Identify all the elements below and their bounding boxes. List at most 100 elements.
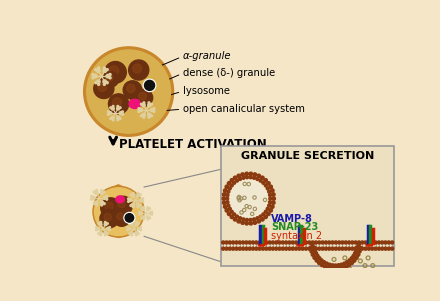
Circle shape — [127, 227, 128, 228]
Circle shape — [350, 261, 353, 265]
Circle shape — [238, 241, 241, 244]
Circle shape — [138, 110, 140, 112]
Circle shape — [311, 253, 315, 256]
Circle shape — [131, 222, 132, 223]
Circle shape — [340, 263, 343, 266]
Circle shape — [288, 247, 291, 250]
Circle shape — [230, 215, 234, 219]
Circle shape — [230, 179, 234, 182]
Circle shape — [253, 173, 257, 176]
Circle shape — [124, 213, 135, 223]
Circle shape — [314, 249, 316, 252]
Circle shape — [128, 227, 131, 230]
Circle shape — [109, 112, 112, 115]
Circle shape — [350, 257, 353, 260]
Circle shape — [106, 69, 108, 71]
Circle shape — [248, 247, 251, 250]
Circle shape — [238, 217, 242, 220]
Circle shape — [227, 204, 230, 207]
Circle shape — [257, 220, 260, 223]
Circle shape — [153, 108, 155, 110]
Circle shape — [100, 209, 118, 228]
Circle shape — [97, 80, 100, 83]
Circle shape — [123, 81, 142, 99]
Circle shape — [268, 247, 271, 250]
Circle shape — [253, 221, 257, 224]
Circle shape — [100, 191, 103, 194]
Circle shape — [106, 198, 108, 200]
Circle shape — [269, 197, 272, 200]
Circle shape — [323, 265, 327, 268]
Circle shape — [103, 191, 105, 193]
Circle shape — [344, 265, 348, 268]
Circle shape — [128, 198, 129, 200]
Text: GRANULE SECRETION: GRANULE SECRETION — [241, 151, 374, 161]
Circle shape — [224, 205, 227, 208]
Circle shape — [95, 201, 98, 204]
Circle shape — [149, 217, 150, 219]
Circle shape — [318, 247, 321, 250]
Circle shape — [93, 186, 144, 237]
Circle shape — [95, 227, 97, 228]
Circle shape — [119, 107, 121, 109]
Circle shape — [106, 223, 108, 224]
Circle shape — [225, 241, 228, 244]
Circle shape — [264, 215, 268, 219]
Circle shape — [341, 241, 344, 244]
Circle shape — [267, 212, 270, 216]
Circle shape — [143, 102, 145, 104]
Circle shape — [285, 247, 288, 250]
Circle shape — [370, 241, 374, 244]
Circle shape — [114, 196, 132, 215]
Circle shape — [324, 247, 327, 250]
Circle shape — [109, 229, 110, 231]
Circle shape — [313, 246, 316, 249]
Circle shape — [98, 83, 100, 85]
Circle shape — [294, 247, 297, 250]
Circle shape — [117, 119, 119, 121]
Circle shape — [337, 241, 341, 244]
Circle shape — [93, 203, 95, 205]
Circle shape — [140, 229, 142, 231]
Circle shape — [331, 247, 334, 250]
Circle shape — [228, 187, 231, 190]
Circle shape — [271, 201, 275, 204]
Circle shape — [245, 172, 249, 175]
Circle shape — [320, 259, 323, 262]
Ellipse shape — [129, 99, 141, 108]
Circle shape — [316, 254, 319, 257]
Circle shape — [138, 108, 140, 110]
Circle shape — [231, 241, 235, 244]
Circle shape — [355, 249, 358, 252]
Circle shape — [281, 247, 284, 250]
Circle shape — [143, 206, 144, 208]
Circle shape — [227, 212, 231, 216]
Circle shape — [352, 259, 356, 262]
Circle shape — [344, 247, 347, 250]
Circle shape — [228, 178, 270, 219]
Circle shape — [106, 74, 110, 78]
Circle shape — [117, 213, 124, 220]
Circle shape — [337, 267, 341, 270]
Circle shape — [139, 194, 141, 196]
Circle shape — [109, 227, 110, 228]
Circle shape — [291, 247, 294, 250]
Circle shape — [249, 222, 253, 225]
Circle shape — [260, 218, 264, 221]
Circle shape — [95, 188, 143, 236]
Circle shape — [233, 213, 235, 216]
Circle shape — [117, 116, 120, 119]
Circle shape — [98, 67, 100, 69]
Circle shape — [278, 247, 281, 250]
Circle shape — [226, 197, 229, 200]
Circle shape — [359, 246, 362, 250]
Circle shape — [378, 241, 381, 244]
Circle shape — [233, 218, 237, 221]
Circle shape — [113, 209, 130, 226]
Circle shape — [138, 227, 140, 230]
Circle shape — [99, 223, 102, 226]
Circle shape — [242, 241, 245, 244]
Circle shape — [334, 241, 337, 244]
Circle shape — [150, 103, 152, 105]
Circle shape — [129, 233, 130, 234]
